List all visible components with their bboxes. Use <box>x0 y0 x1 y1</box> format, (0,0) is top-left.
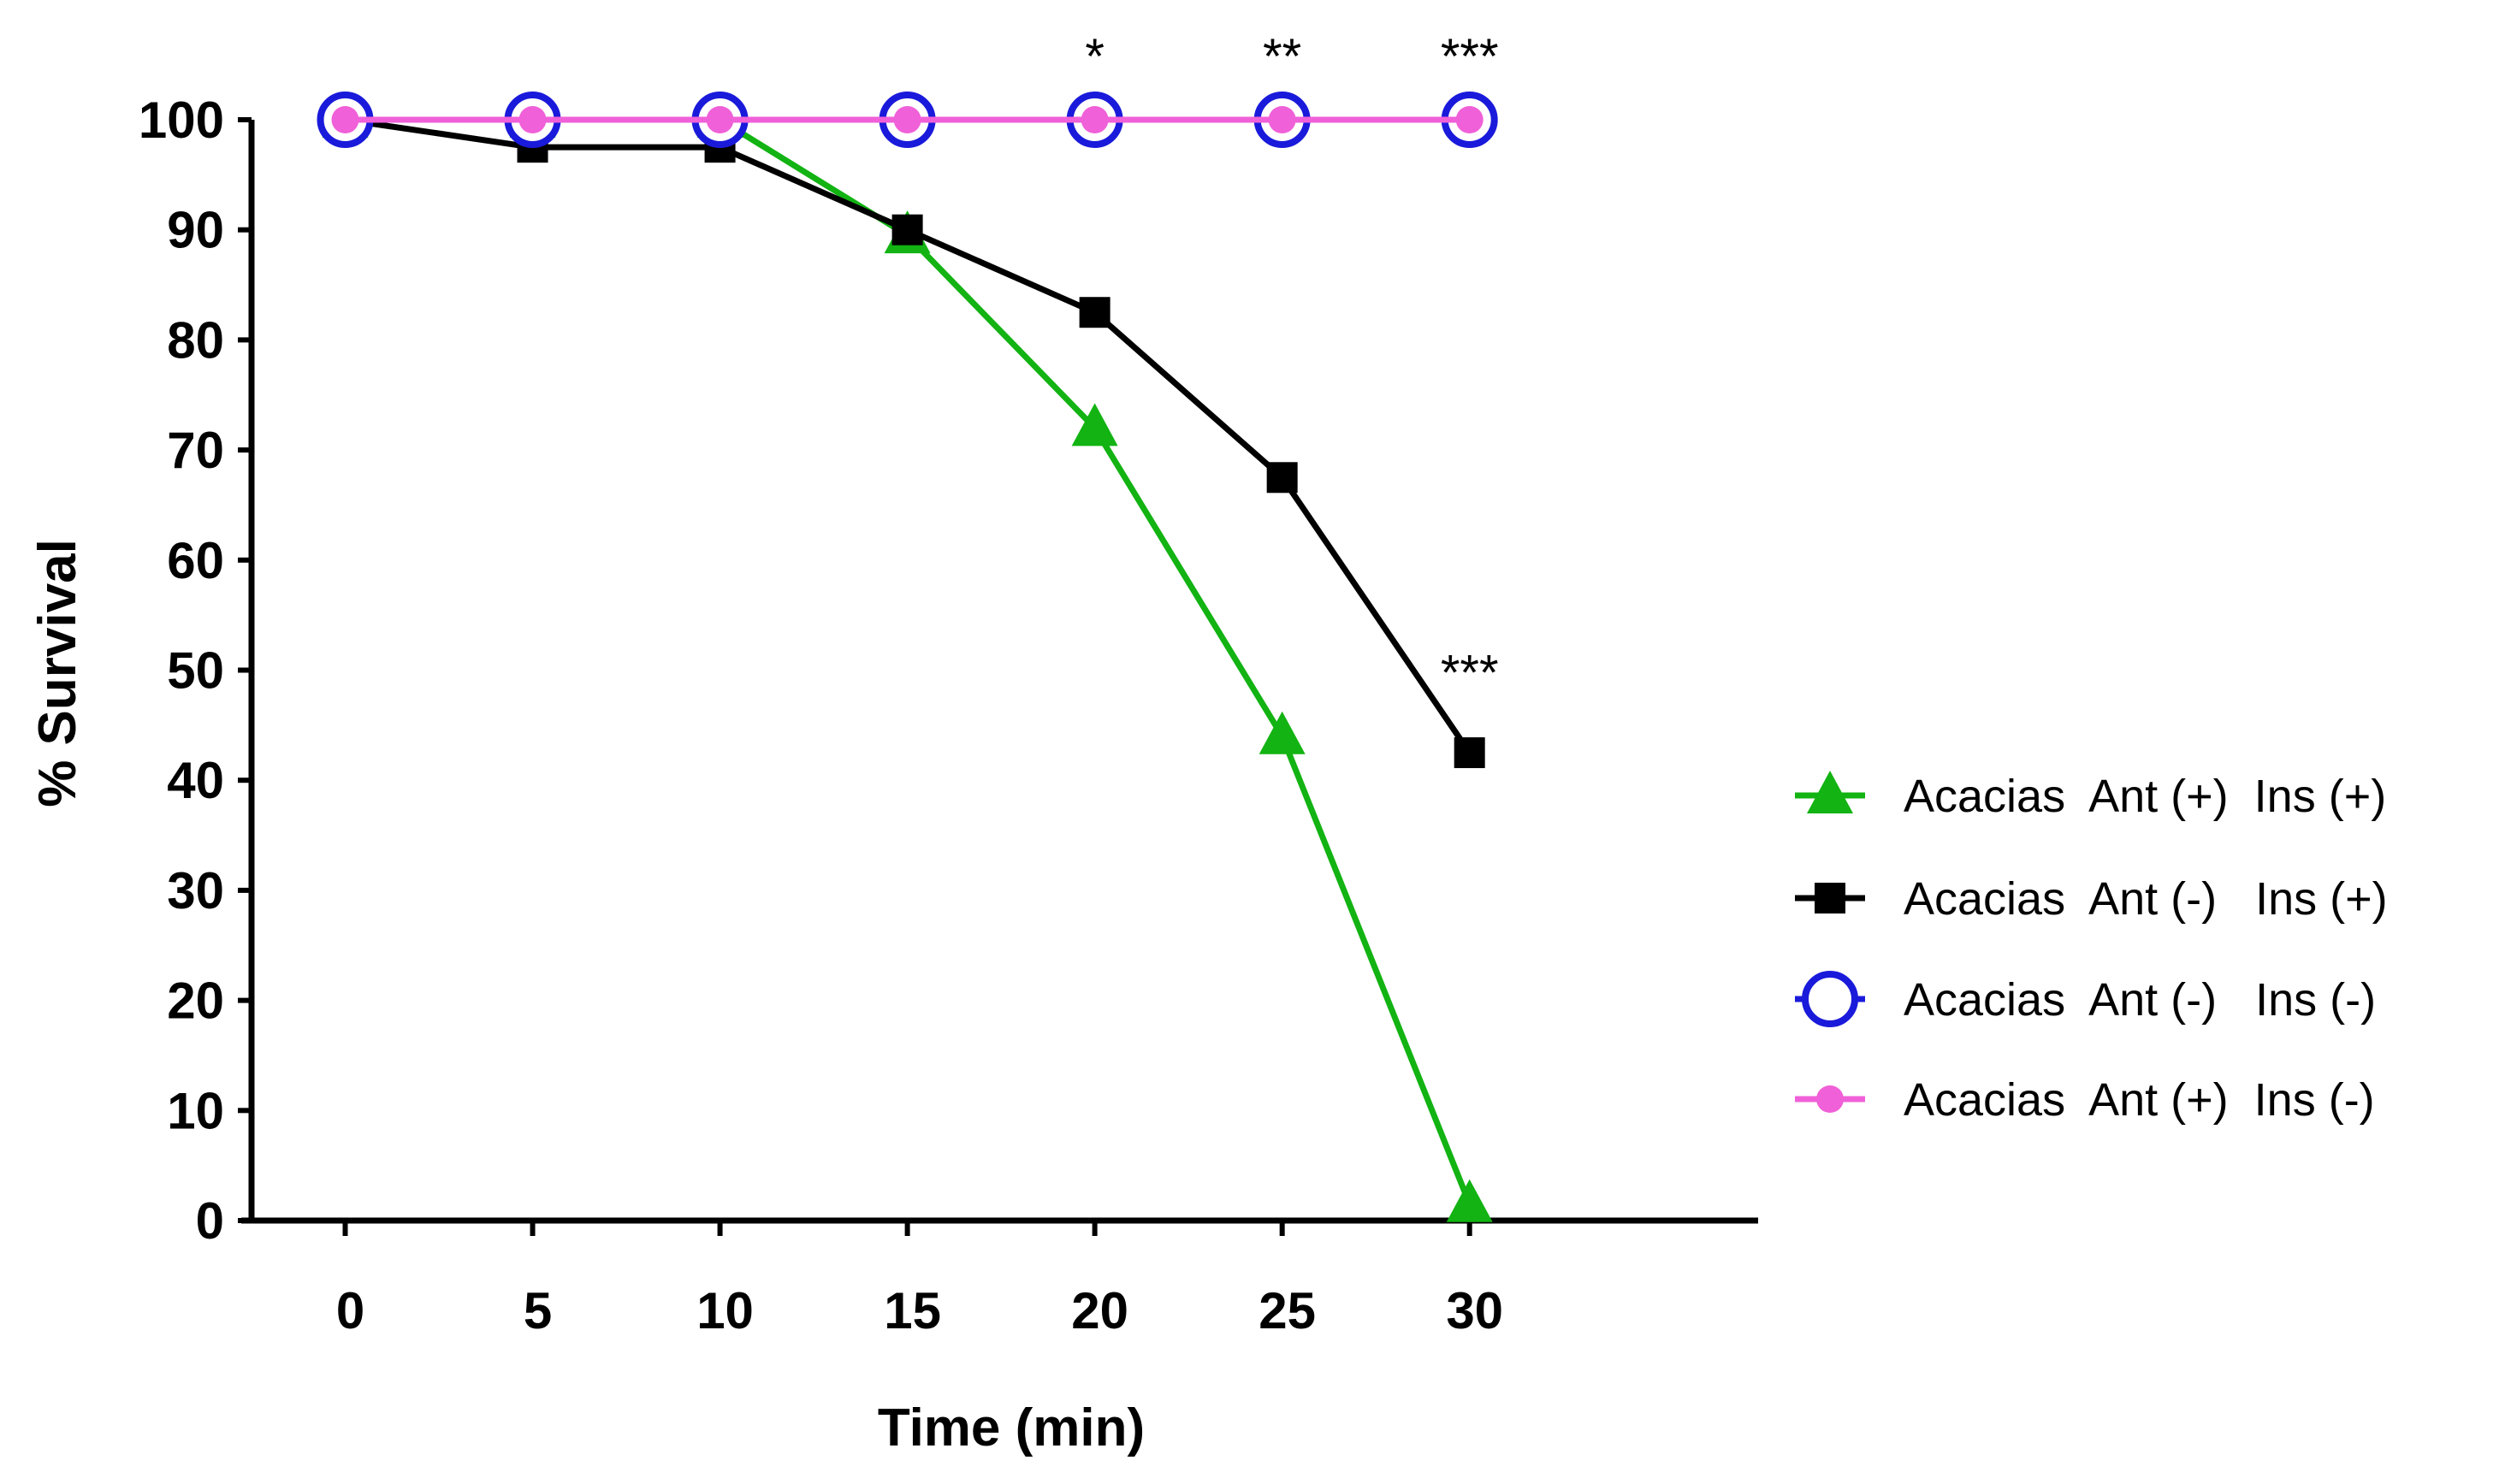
x-tick-label: 0 <box>336 1282 364 1339</box>
x-tick-label: 25 <box>1258 1282 1316 1339</box>
series-3 <box>331 106 1484 133</box>
x-tick-label: 20 <box>1071 1282 1128 1339</box>
legend-label: Acacias Ant (-) Ins (+) <box>1904 873 2388 925</box>
y-tick-label: 100 <box>139 92 224 149</box>
data-point <box>1454 737 1485 769</box>
legend-label: Acacias Ant (+) Ins (+) <box>1904 771 2386 822</box>
data-series <box>317 92 1498 1222</box>
y-tick-label: 70 <box>167 422 224 479</box>
ticks: 0 10 20 30 40 50 60 70 80 90 100 0 5 10 15 20 25 30 <box>139 92 1503 1339</box>
y-tick-label: 50 <box>167 642 224 700</box>
data-point <box>1081 106 1109 133</box>
data-point <box>1266 462 1298 494</box>
y-tick-label: 80 <box>167 311 224 369</box>
x-axis-title: Time (min) <box>878 1398 1145 1457</box>
data-point <box>331 106 359 133</box>
legend-swatch-marker <box>1816 1085 1844 1113</box>
y-tick-label: 20 <box>167 973 224 1030</box>
legend-swatch-marker <box>1802 971 1858 1027</box>
data-point <box>518 106 547 133</box>
y-tick-label: 90 <box>167 202 224 259</box>
legend-item: Acacias Ant (-) Ins (-) <box>1795 971 2376 1027</box>
legend-item: Acacias Ant (+) Ins (+) <box>1795 771 2386 822</box>
legend-label: Acacias Ant (+) Ins (-) <box>1904 1074 2375 1126</box>
x-tick-label: 5 <box>524 1282 552 1339</box>
y-axis-title: % Survival <box>28 539 87 807</box>
series-1 <box>329 104 1485 769</box>
legend-swatch-marker <box>1807 771 1853 813</box>
data-point <box>1079 297 1110 328</box>
legend-item: Acacias Ant (+) Ins (-) <box>1795 1074 2375 1126</box>
legend-item: Acacias Ant (-) Ins (+) <box>1795 873 2388 925</box>
y-tick-label: 60 <box>167 532 224 589</box>
y-tick-label: 0 <box>196 1192 224 1250</box>
y-tick-label: 30 <box>167 862 224 919</box>
series-0 <box>322 95 1493 1222</box>
x-tick-label: 10 <box>696 1282 754 1339</box>
legend-label: Acacias Ant (-) Ins (-) <box>1904 974 2376 1026</box>
y-tick-label: 10 <box>167 1082 224 1139</box>
significance-label: * <box>1085 29 1105 85</box>
significance-label: *** <box>1441 29 1499 85</box>
data-point <box>1258 711 1306 754</box>
data-point <box>893 106 921 133</box>
data-point <box>706 106 734 133</box>
legend-swatch-marker <box>1815 883 1845 913</box>
x-tick-label: 30 <box>1446 1282 1503 1339</box>
legend: Acacias Ant (+) Ins (+) Acacias Ant (-) I… <box>1795 771 2388 1126</box>
significance-label: ** <box>1263 29 1301 85</box>
y-tick-label: 40 <box>167 752 224 809</box>
significance-annotations: * ** ****** <box>1085 29 1498 701</box>
x-tick-label: 15 <box>884 1282 941 1339</box>
series-line <box>345 116 1472 1205</box>
data-point <box>1446 1179 1493 1222</box>
axes <box>241 120 1758 1224</box>
data-point <box>1071 403 1118 446</box>
data-point <box>1455 106 1484 133</box>
data-point <box>891 214 923 245</box>
data-point <box>1268 106 1296 133</box>
significance-label: *** <box>1441 646 1499 701</box>
